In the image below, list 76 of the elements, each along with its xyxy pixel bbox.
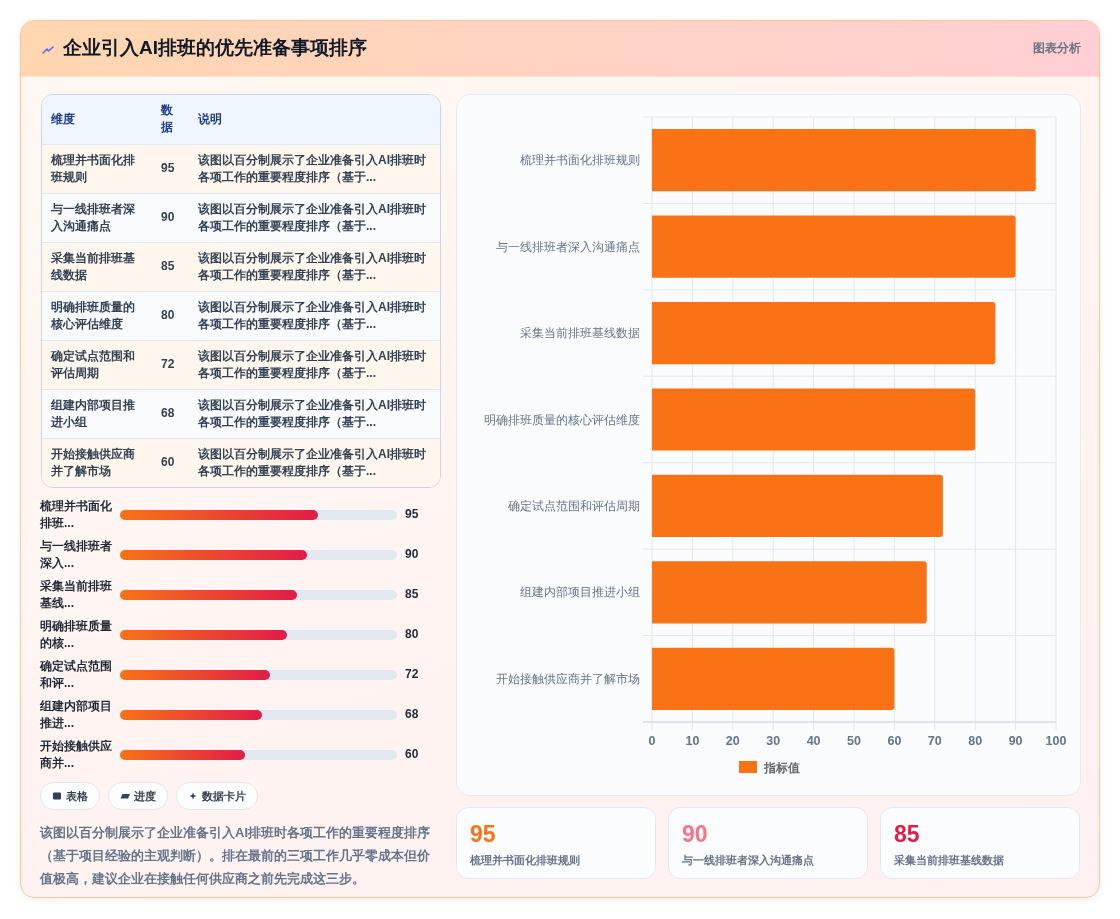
category-label: 确定试点范围和评估周期 — [42, 340, 152, 389]
data-label: 90 — [682, 820, 708, 848]
category-label: 明确排班质量的核... — [40, 619, 112, 650]
x-tick-label: 40 — [806, 734, 821, 748]
data-label: 90 — [152, 193, 189, 242]
data-label: 95 — [470, 820, 496, 848]
y-tick-label: 采集当前排班基线数据 — [520, 326, 640, 341]
x-tick-label: 50 — [847, 734, 861, 748]
category-label: 梳理并书面化排班规则 — [470, 853, 580, 868]
y-tick-label: 开始接触供应商并了解市场 — [496, 671, 640, 686]
category-label: 开始接触供应商并了解市场 — [42, 438, 152, 487]
table-row: 采集当前排班基线数据 85 该图以百分制展示了企业准备引入AI排班时各项工作的重要程度排序（基于... — [42, 242, 440, 291]
x-tick-label: 0 — [648, 734, 656, 748]
table-row: 组建内部项目推进小组 68 该图以百分制展示了企业准备引入AI排班时各项工作的重要程度排序（基于... — [42, 389, 440, 438]
x-tick-label: 10 — [685, 734, 700, 748]
y-tick-label: 梳理并书面化排班规则 — [520, 153, 640, 168]
x-tick-label: 60 — [887, 734, 902, 748]
table-row: 与一线排班者深入沟通痛点 90 该图以百分制展示了企业准备引入AI排班时各项工作的重要程度排序（基于... — [42, 193, 440, 242]
bar — [652, 474, 943, 538]
data-label: 60 — [405, 746, 419, 763]
button: 数据卡片 — [176, 782, 258, 810]
x-tick-label: 30 — [766, 734, 781, 748]
y-tick-label: 组建内部项目推进小组 — [520, 585, 640, 600]
card: 85 采集当前排班基线数据 — [880, 807, 1080, 879]
data-label: 80 — [405, 626, 419, 643]
x-tick-label: 80 — [968, 734, 983, 748]
bar — [652, 129, 1036, 192]
category-label: 采集当前排班基线数据 — [894, 853, 1004, 868]
category-label: 组建内部项目推进... — [40, 699, 112, 730]
data-label: 68 — [405, 706, 419, 723]
data-label: 95 — [152, 144, 189, 193]
category-label: 与一线排班者深入... — [40, 539, 112, 570]
category-label: 采集当前排班基线数据 — [42, 242, 152, 291]
x-tick-label: 100 — [1045, 734, 1067, 748]
y-tick-label: 明确排班质量的核心评估维度 — [484, 412, 640, 427]
y-tick-label: 确定试点范围和评估周期 — [507, 498, 640, 513]
text: 图表分析 — [1033, 40, 1081, 57]
x-tick-label: 70 — [927, 734, 942, 748]
category-label: 梳理并书面化排班... — [40, 499, 112, 530]
table-row: 明确排班质量的核心评估维度 80 该图以百分制展示了企业准备引入AI排班时各项工作的重要程度排序（基于... — [42, 291, 440, 340]
x-tick-label: 20 — [725, 734, 740, 748]
category-label: 明确排班质量的核心评估维度 — [42, 291, 152, 340]
table-row: 开始接触供应商并了解市场 60 该图以百分制展示了企业准备引入AI排班时各项工作的重要程度排序（基于... — [42, 438, 440, 487]
text: 该图以百分制展示了企业准备引入AI排班时各项工作的重要程度排序（基于项目经验的主观判断）。排在最前的三项工作几乎零成本但价值极高，建议企业在接触任何供应商之前先完成这三步。 — [40, 824, 431, 888]
button: 进度 — [108, 782, 168, 810]
button: 表格 — [40, 782, 100, 810]
bar — [652, 647, 895, 710]
category-label: 开始接触供应商并... — [40, 739, 112, 770]
data-label: 68 — [152, 389, 189, 438]
table-row: 确定试点范围和评估周期 72 该图以百分制展示了企业准备引入AI排班时各项工作的重要程度排序（基于... — [42, 340, 440, 389]
bar — [652, 561, 927, 624]
category-label: 与一线排班者深入沟通痛点 — [682, 853, 814, 868]
card: 95 梳理并书面化排班规则 — [456, 807, 656, 879]
table-row: 梳理并书面化排班规则 95 该图以百分制展示了企业准备引入AI排班时各项工作的重要程度排序（基于... — [42, 144, 440, 193]
data-label: 85 — [405, 586, 419, 603]
data-label: 90 — [405, 546, 419, 563]
text: 企业引入AI排班的优先准备事项排序 — [63, 36, 367, 60]
category-label: 采集当前排班基线... — [40, 579, 112, 610]
data-label: 60 — [152, 438, 189, 487]
data-label: 72 — [405, 666, 419, 683]
legend-label: 指标值 — [763, 760, 800, 775]
y-tick-label: 与一线排班者深入沟通痛点 — [496, 239, 640, 254]
bar — [652, 388, 976, 451]
data-label: 80 — [152, 291, 189, 340]
card: 90 与一线排班者深入沟通痛点 — [668, 807, 868, 879]
data-label: 95 — [405, 506, 419, 523]
category-label: 组建内部项目推进小组 — [42, 389, 152, 438]
category-label: 确定试点范围和评... — [40, 659, 112, 690]
bar — [652, 215, 1016, 278]
data-label: 85 — [894, 820, 920, 848]
category-label: 与一线排班者深入沟通痛点 — [42, 193, 152, 242]
data-label: 72 — [152, 340, 189, 389]
category-label: 梳理并书面化排班规则 — [42, 144, 152, 193]
bar — [652, 301, 996, 365]
x-tick-label: 90 — [1008, 734, 1023, 748]
data-label: 85 — [152, 242, 189, 291]
